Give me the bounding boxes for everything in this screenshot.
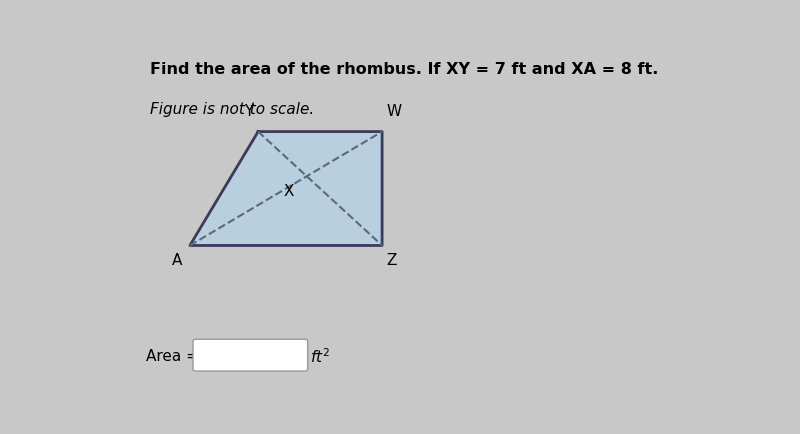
Text: Figure is not to scale.: Figure is not to scale. [150,102,314,117]
Text: Area =: Area = [146,348,199,363]
Text: Y: Y [245,104,254,119]
Text: $ft^2$: $ft^2$ [310,346,330,365]
FancyBboxPatch shape [193,339,308,371]
Text: Find the area of the rhombus. If XY = 7 ft and XA = 8 ft.: Find the area of the rhombus. If XY = 7 … [150,62,658,77]
Text: X: X [284,183,294,198]
Text: A: A [171,253,182,267]
Text: W: W [386,104,402,119]
Text: Z: Z [386,253,397,267]
Polygon shape [190,132,382,246]
